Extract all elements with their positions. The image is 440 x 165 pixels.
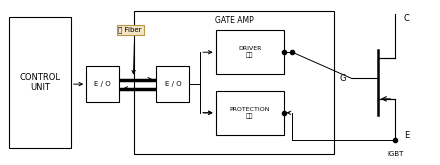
Text: 광 Fiber: 광 Fiber [118,27,142,33]
Text: G: G [340,74,346,83]
Text: DRIVER
회로: DRIVER 회로 [238,47,261,58]
Text: C: C [403,14,409,23]
Text: CONTROL
UNIT: CONTROL UNIT [20,73,61,92]
FancyBboxPatch shape [216,30,284,74]
FancyBboxPatch shape [10,17,71,148]
FancyBboxPatch shape [86,66,119,102]
FancyBboxPatch shape [216,91,284,135]
Text: GATE AMP: GATE AMP [215,16,253,25]
FancyBboxPatch shape [156,66,189,102]
Text: E / O: E / O [94,81,111,87]
FancyBboxPatch shape [135,11,334,154]
Text: IGBT: IGBT [387,151,403,157]
Text: PROTECTION
회로: PROTECTION 회로 [229,107,270,118]
Text: E / O: E / O [165,81,181,87]
Text: E: E [404,131,409,140]
